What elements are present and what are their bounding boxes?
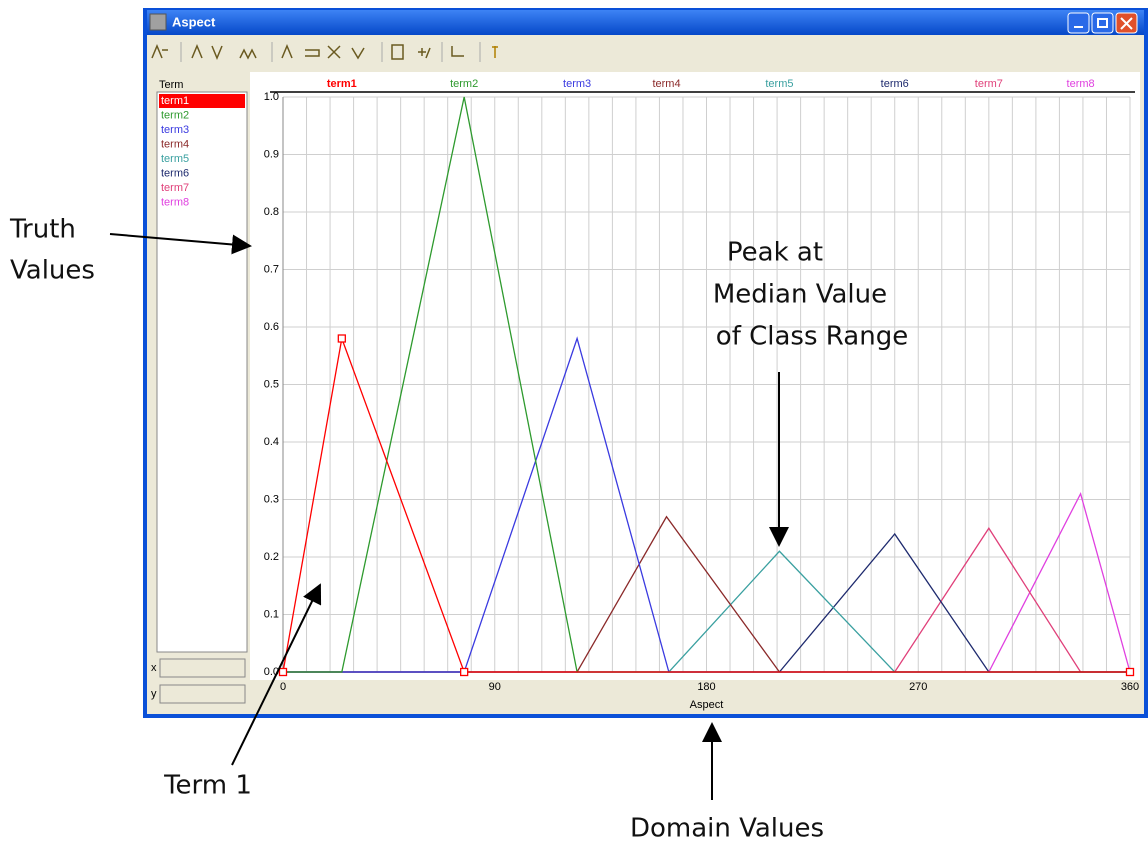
tool-icon[interactable]: [391, 44, 404, 60]
y-tick-label: 0.4: [264, 436, 279, 448]
term-item[interactable]: term4: [161, 138, 189, 150]
tool-icon[interactable]: [191, 44, 203, 59]
y-tick-label: 0.1: [264, 608, 279, 620]
term-item[interactable]: term5: [161, 153, 189, 165]
tool-icon[interactable]: [151, 44, 168, 59]
term-item[interactable]: term2: [161, 109, 189, 121]
term-item[interactable]: term3: [161, 124, 189, 136]
title-bar: [147, 10, 1144, 35]
maximize-button[interactable]: [1091, 12, 1114, 34]
term-item[interactable]: term7: [161, 182, 189, 194]
y-tick-label: 0.3: [264, 493, 279, 505]
tool-icon[interactable]: [327, 45, 341, 59]
annotation-arrow: [231, 583, 322, 766]
term-header: term2: [450, 78, 478, 90]
vertex-handle: [460, 667, 469, 677]
x-tick-label: 90: [489, 681, 501, 693]
selected-term-highlight: [159, 94, 245, 108]
series-line: [282, 336, 1130, 673]
x-tick-label: 180: [697, 681, 715, 693]
y-field-label: y: [151, 688, 157, 700]
window-button-glyphs: [1074, 17, 1133, 30]
x-tick-label: 270: [909, 681, 927, 693]
y-tick-label: 0.7: [264, 263, 279, 275]
term-header: term3: [563, 78, 591, 90]
tool-icon[interactable]: [418, 47, 431, 59]
annotation: Values: [10, 256, 95, 286]
term-list[interactable]: [156, 91, 248, 653]
tool-icon[interactable]: [239, 48, 257, 60]
x-field-label: x: [151, 662, 157, 674]
annotation: Term 1: [163, 771, 252, 801]
term-item[interactable]: term6: [161, 167, 189, 179]
tool-icon[interactable]: [451, 46, 464, 57]
term-item[interactable]: term8: [161, 196, 189, 208]
y-tick-label: 0.5: [264, 378, 279, 390]
annotation: of Class Range: [716, 322, 908, 352]
vertex-handle: [337, 334, 346, 343]
x-tick-label: 0: [280, 681, 286, 693]
annotation: Domain Values: [630, 814, 824, 844]
y-tick-label: 0.9: [264, 148, 279, 160]
tool-icon[interactable]: [492, 46, 498, 58]
y-tick-label: 0.2: [264, 551, 279, 563]
minimize-button[interactable]: [1067, 12, 1090, 34]
term-header: term8: [1067, 78, 1095, 90]
term-header: term4: [652, 78, 680, 90]
x-tick-label: 360: [1121, 681, 1139, 693]
window-title: Aspect: [172, 14, 216, 29]
vertex-handle: [1125, 667, 1135, 677]
x-field[interactable]: [159, 658, 246, 678]
tool-icon[interactable]: [281, 44, 293, 59]
annotation-arrow: [109, 233, 252, 255]
vertex-handle: [278, 667, 288, 677]
tool-icon[interactable]: [211, 45, 223, 60]
plot: 1.00.90.80.70.60.50.40.30.20.10.00 90 180 2…: [264, 78, 1139, 711]
x-axis-label: Aspect: [690, 699, 724, 711]
y-tick-label: 0.6: [264, 321, 279, 333]
y-tick-label: 0.8: [264, 206, 279, 218]
y-field[interactable]: [159, 684, 246, 704]
toolbar: [151, 42, 498, 62]
term-header: term1: [327, 78, 357, 90]
term-header: term6: [881, 78, 909, 90]
term-list-label: Term: [159, 79, 183, 91]
annotation: Truth: [9, 215, 76, 245]
term-item[interactable]: term1: [161, 95, 189, 107]
annotation: Peak at: [727, 238, 823, 268]
term-header: term5: [765, 78, 793, 90]
term-header: term7: [975, 78, 1003, 90]
y-tick-label: 1.0: [264, 91, 279, 103]
term-list-items: term1 term2 term3 term4 term5 term6 term7 term8: [159, 94, 245, 208]
tool-icon[interactable]: [305, 49, 320, 57]
app-icon: [149, 13, 167, 31]
tool-icon[interactable]: [351, 47, 365, 60]
chart-panel: [250, 72, 1140, 680]
annotation: Median Value: [713, 280, 887, 310]
